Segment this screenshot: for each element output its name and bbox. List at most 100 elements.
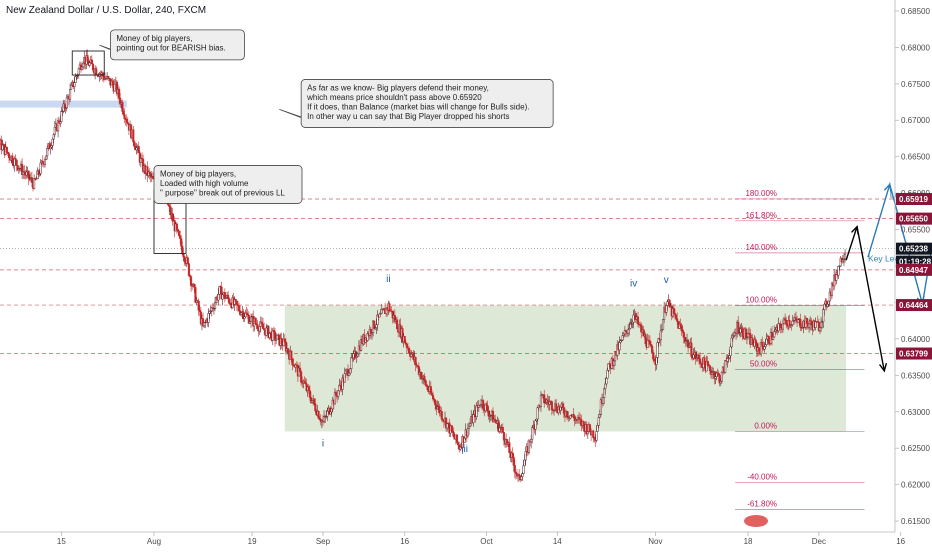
candle-body [539, 394, 543, 407]
candle-body [30, 177, 33, 183]
candle-body [53, 127, 56, 135]
candle-body [511, 452, 514, 458]
candle-body [841, 259, 844, 263]
candle-body [550, 401, 553, 411]
candle-body [822, 309, 825, 322]
candle-body [660, 329, 663, 332]
candle-body [512, 456, 515, 466]
x-tick-label: Oct [480, 537, 493, 546]
candle-body [703, 357, 706, 365]
candle-body [41, 160, 44, 164]
candle-body [772, 336, 775, 340]
candle-body [344, 370, 347, 374]
candle-body [426, 385, 429, 390]
callout-defend-text: In other way u can say that Big Player d… [307, 112, 509, 121]
candle-body [827, 300, 830, 305]
candle-body [777, 323, 780, 332]
candle-body [450, 425, 453, 432]
x-tick-label: 15 [57, 537, 66, 546]
candle-body [612, 360, 616, 366]
candle-body [88, 62, 91, 66]
candle-body [724, 360, 727, 373]
candle-body [86, 55, 89, 62]
candle-body [213, 302, 217, 309]
candle-body [388, 303, 391, 311]
candle-body [651, 345, 654, 353]
candle-body [682, 331, 685, 338]
candle-body [410, 353, 413, 357]
candle-body [194, 287, 197, 303]
candle-body [23, 171, 26, 174]
candle-body [7, 153, 11, 159]
price-tag-label: 0.65238 [899, 245, 928, 254]
candle-body [697, 354, 701, 360]
candle-body [197, 300, 200, 311]
projection-arrowhead [883, 182, 892, 193]
candle-body [595, 431, 598, 441]
candle-body [171, 213, 174, 222]
candle-body [837, 265, 840, 276]
candle-body [586, 431, 589, 435]
candle-body [566, 410, 569, 418]
fib-label: 140.00% [745, 243, 777, 252]
candle-body [472, 414, 475, 424]
candle-body [636, 316, 640, 325]
fib-label: 161.80% [745, 211, 777, 220]
candle-body [187, 263, 190, 276]
candle-body [543, 394, 546, 404]
candle-body [240, 312, 243, 315]
candle-body [77, 68, 80, 75]
candle-body [375, 324, 378, 328]
candle-body [254, 318, 257, 324]
candle-body [121, 102, 124, 112]
projection-arrowhead [878, 363, 888, 373]
candle-body [485, 403, 488, 406]
y-tick-label: 0.62500 [901, 444, 930, 453]
candle-body [25, 171, 28, 176]
candle-body [603, 388, 606, 398]
candle-body [763, 346, 766, 350]
candle-body [348, 372, 351, 376]
candle-body [45, 155, 48, 160]
candle-body [844, 253, 847, 260]
candle-body [287, 348, 290, 354]
candle-body [808, 323, 811, 328]
price-tag-label: 0.64464 [899, 301, 928, 310]
candle-body [14, 158, 17, 161]
callout-defend-text: As far as we know- Big players defend th… [307, 83, 489, 92]
candle-body [350, 357, 353, 369]
candle-body [605, 377, 608, 385]
y-tick-label: 0.62000 [901, 481, 930, 490]
candle-body [65, 97, 68, 109]
price-tag-label: 0.65650 [899, 215, 928, 224]
candle-body [1, 144, 4, 151]
price-tag [896, 212, 932, 225]
price-tag [896, 347, 932, 360]
candle-body [113, 83, 116, 92]
candle-body [228, 298, 231, 304]
wave-label: i [322, 439, 324, 450]
candle-body [666, 301, 669, 306]
price-tag [896, 299, 932, 312]
candle-body [107, 76, 110, 79]
x-tick-label: Aug [147, 537, 161, 546]
callout-defend-text: which means price shouldn't pass above 0… [306, 93, 482, 102]
candle-body [676, 318, 679, 322]
candle-body [33, 178, 36, 189]
candle-body [455, 434, 459, 443]
candle-body [629, 323, 632, 329]
candle-body [524, 451, 527, 461]
candle-body [739, 328, 742, 333]
candle-body [193, 283, 196, 288]
candle-body [728, 355, 731, 359]
candle-body [111, 80, 114, 85]
candle-body [13, 158, 16, 166]
candle-body [11, 155, 14, 164]
price-tag [896, 255, 932, 268]
callout-breakout-text: Loaded with high volume [160, 179, 249, 188]
candle-body [326, 410, 329, 417]
candle-body [699, 358, 702, 364]
candle-body [329, 411, 332, 415]
